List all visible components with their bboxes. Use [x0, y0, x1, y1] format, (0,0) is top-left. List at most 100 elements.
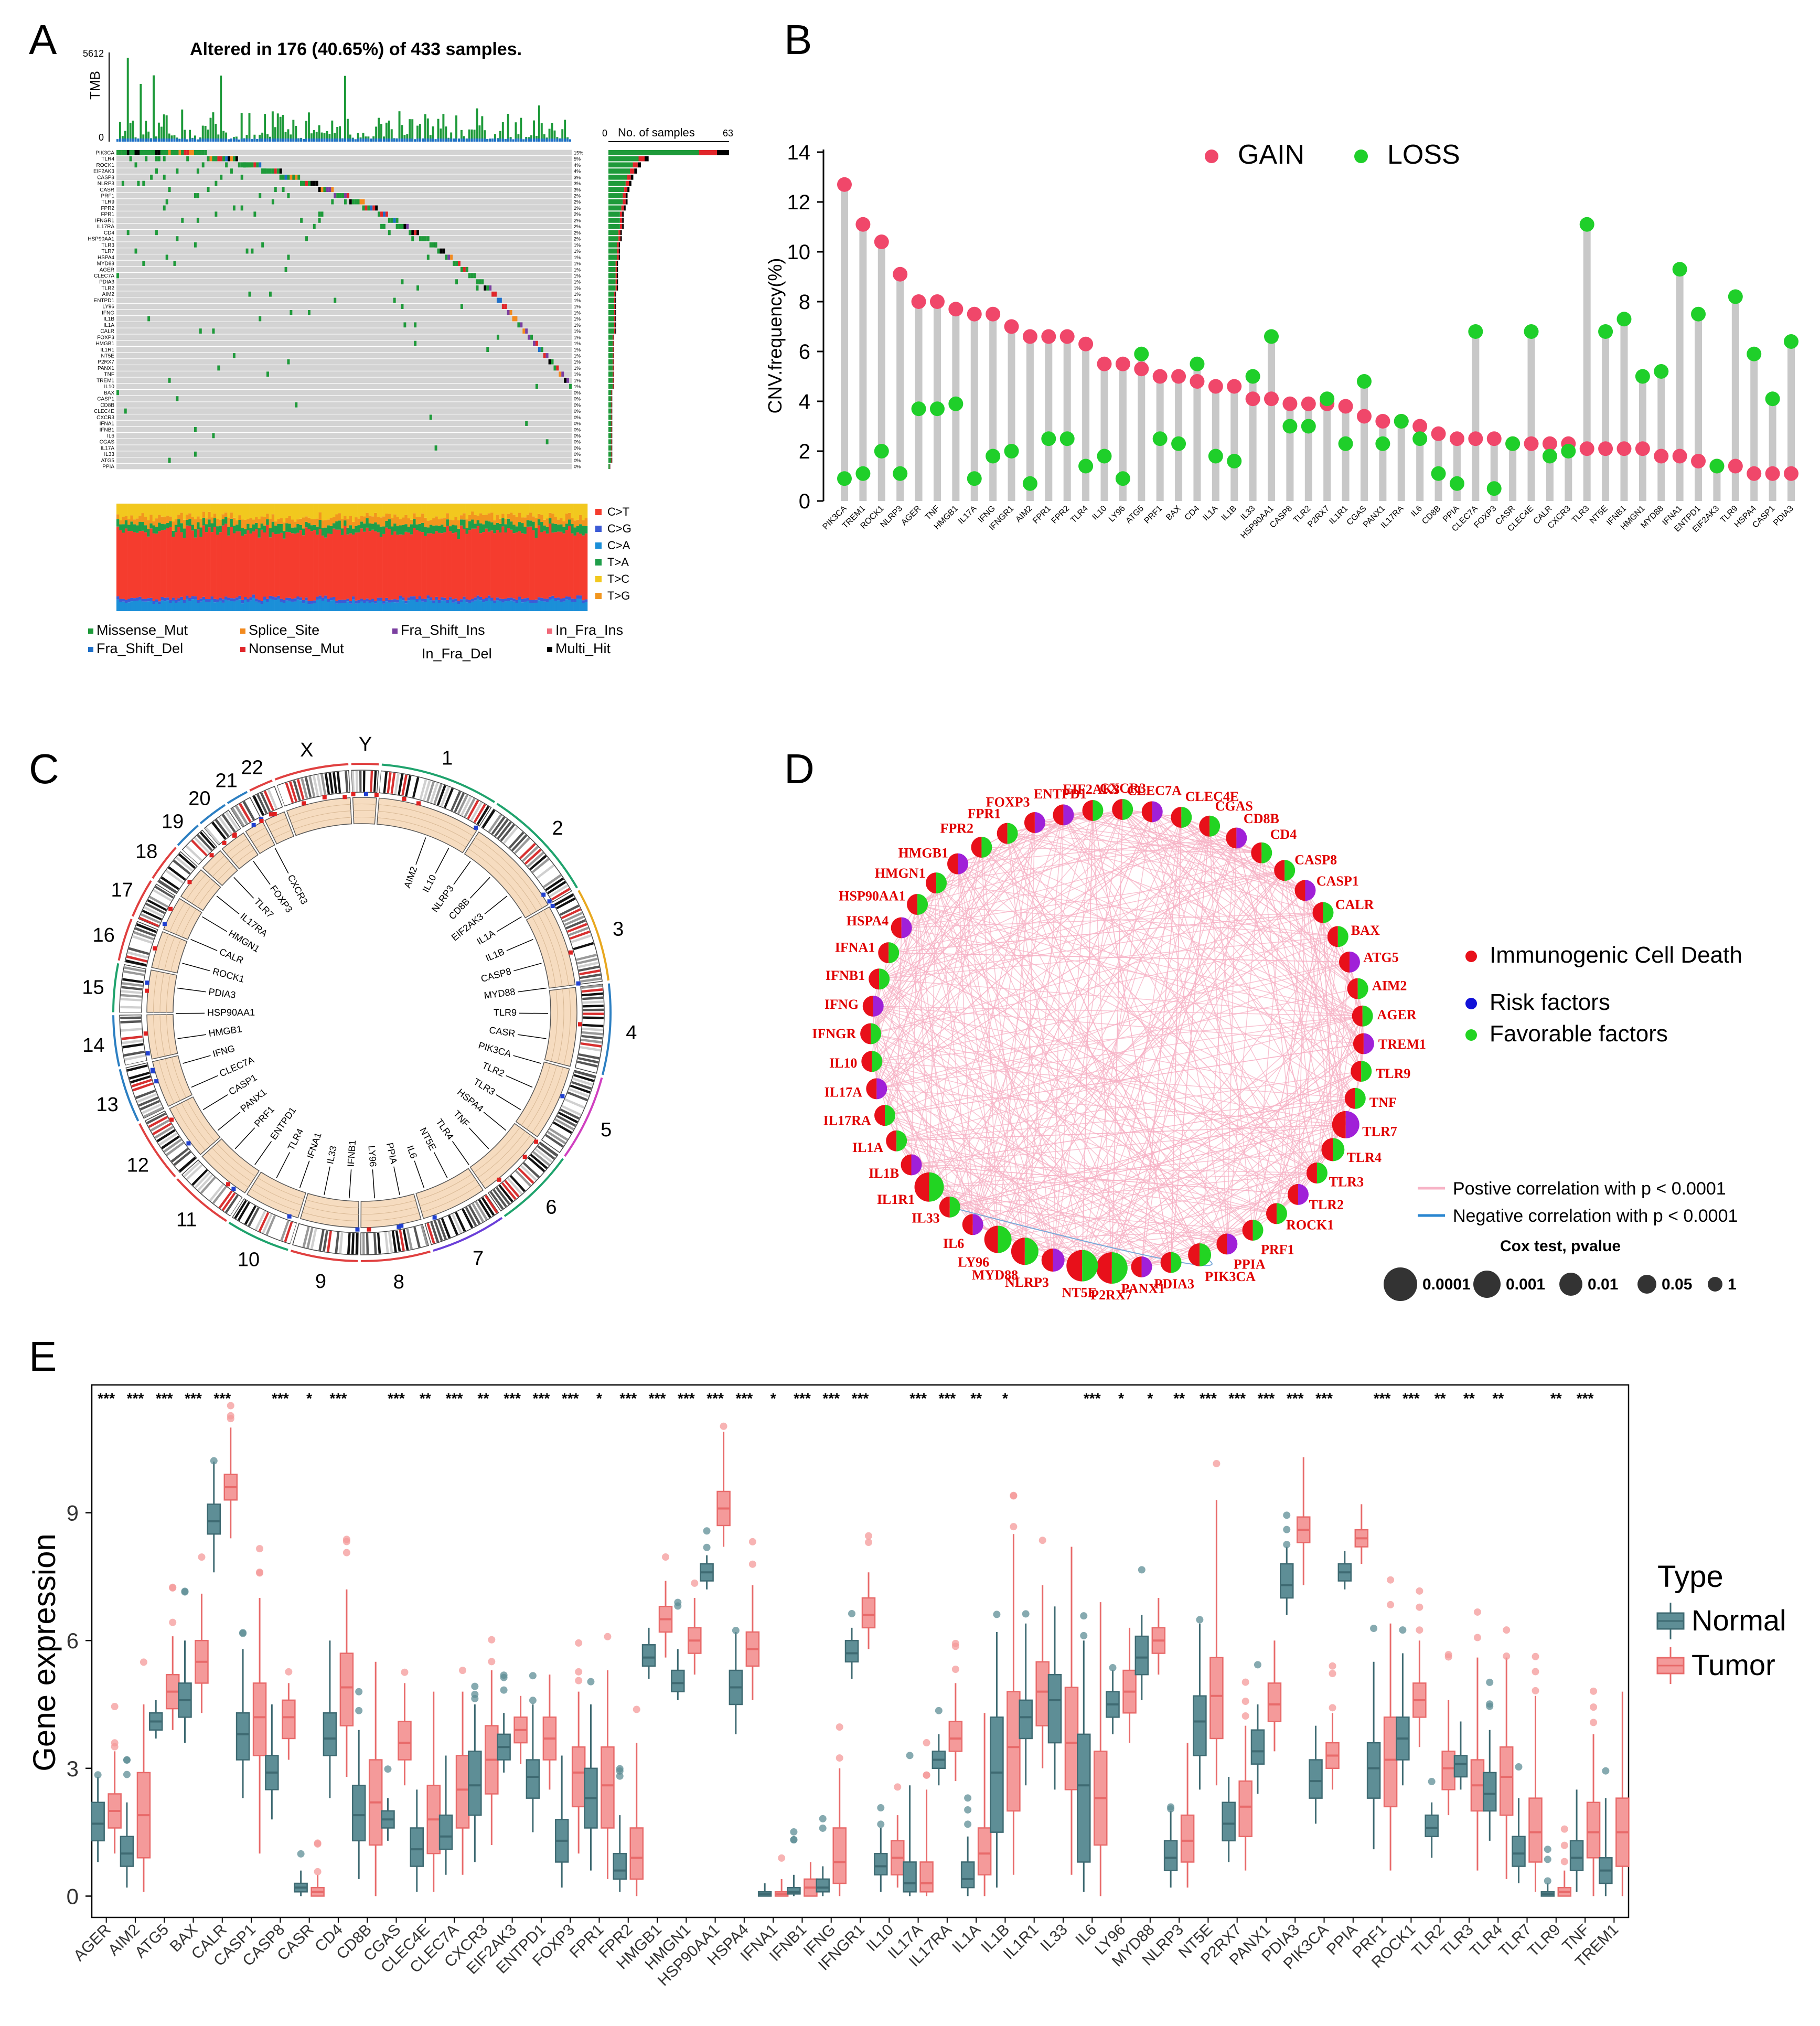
normal-outlier — [384, 1765, 392, 1773]
snv-segment — [501, 504, 505, 514]
loss-point — [1338, 436, 1353, 451]
snv-segment — [277, 595, 280, 599]
snv-segment — [177, 519, 180, 527]
snv-segment — [243, 600, 247, 611]
normal-outlier — [1138, 1566, 1145, 1574]
ideogram-band — [582, 1020, 604, 1023]
centromere-band — [582, 1012, 604, 1016]
positive-edge — [1007, 833, 1172, 1263]
snv-segment — [197, 504, 200, 517]
mutation-cell — [132, 150, 135, 155]
ideogram-band — [123, 974, 144, 980]
normal-outlier — [1022, 1610, 1030, 1618]
significance-label: *** — [127, 1390, 144, 1406]
positive-edge — [998, 1071, 1362, 1240]
mutation-cell — [357, 199, 360, 205]
count-bar — [613, 353, 614, 358]
snv-segment — [562, 521, 566, 527]
ideogram-band — [301, 777, 308, 799]
cnv-marker — [560, 1094, 565, 1099]
snv-segment — [374, 531, 377, 601]
track-gridline — [159, 972, 165, 1012]
snv-segment — [534, 504, 538, 518]
tmb-bar — [220, 76, 222, 142]
cnv-track — [146, 1014, 178, 1060]
cnv-marker — [302, 801, 306, 806]
snv-legend-label: T>G — [607, 589, 630, 602]
tumor-outlier — [488, 1658, 496, 1666]
snv-segment — [490, 530, 494, 598]
snv-segment — [457, 604, 461, 611]
tmb-bar — [287, 129, 290, 142]
snv-segment — [446, 504, 449, 514]
tmb-bar-low — [209, 138, 212, 142]
snv-segment — [133, 519, 136, 525]
snv-segment — [460, 515, 463, 520]
count-bar — [608, 266, 616, 272]
mutation-cell — [295, 174, 298, 180]
tmb-bar-low — [530, 138, 533, 142]
tmb-bar-low — [390, 138, 393, 142]
tumor-outlier — [894, 1783, 902, 1791]
significance-label: *** — [1258, 1390, 1275, 1406]
snv-segment — [485, 515, 488, 521]
snv-segment — [377, 598, 380, 601]
mutation-cell — [382, 211, 386, 217]
cnv-track — [286, 797, 352, 836]
tumor-outlier — [459, 1667, 467, 1675]
significance-label: *** — [706, 1390, 724, 1406]
snv-segment — [413, 504, 416, 514]
ideogram-band — [125, 1058, 147, 1065]
ideogram-band — [260, 792, 271, 813]
gene-connector — [518, 987, 547, 993]
snv-segment — [124, 603, 128, 611]
count-bar — [612, 390, 613, 396]
snv-segment — [333, 523, 336, 529]
snv-segment — [507, 518, 510, 528]
mutation-cell — [129, 156, 132, 162]
plot-frame — [91, 1384, 1630, 1918]
snv-segment — [540, 532, 543, 598]
node-left-half — [891, 917, 902, 939]
snv-segment — [426, 598, 430, 611]
node-label: PPIA — [1234, 1256, 1266, 1272]
snv-segment — [448, 531, 452, 598]
snv-segment — [310, 531, 314, 601]
gene-connector — [452, 1140, 469, 1165]
mutation-cell — [409, 230, 412, 236]
node-label: CXCR3 — [1100, 781, 1146, 796]
ideogram-band — [478, 1199, 491, 1218]
tmb-bar-low — [538, 138, 540, 142]
centromere-band — [390, 772, 396, 794]
ideogram-band — [415, 777, 423, 799]
snv-segment — [116, 526, 120, 596]
mutation-cell — [251, 248, 254, 254]
snv-segment — [537, 519, 541, 526]
legend-label: Tumor — [1691, 1648, 1775, 1681]
snv-segment — [230, 504, 233, 513]
track-gridline — [526, 1065, 558, 1129]
snv-segment — [166, 516, 169, 523]
loss-point — [1134, 346, 1149, 361]
gene-connector — [513, 963, 542, 972]
snv-segment — [390, 526, 394, 535]
snv-segment — [382, 526, 386, 534]
snv-segment — [360, 516, 363, 522]
normal-box — [1453, 1755, 1468, 1778]
snv-segment — [479, 533, 483, 597]
snv-segment — [291, 527, 294, 534]
mutation-cell — [119, 150, 122, 155]
ideogram-band — [549, 884, 569, 898]
snv-segment — [238, 519, 242, 531]
ideogram-band — [420, 1224, 429, 1246]
snv-segment — [224, 524, 228, 597]
node-right-half — [885, 1105, 896, 1126]
count-bar — [611, 439, 612, 445]
snv-segment — [144, 599, 147, 602]
snv-segment — [288, 598, 292, 601]
y-tick-label: 4 — [799, 390, 810, 413]
snv-segment — [230, 527, 233, 599]
tumor-outlier — [836, 1723, 843, 1731]
snv-segment — [357, 603, 361, 611]
